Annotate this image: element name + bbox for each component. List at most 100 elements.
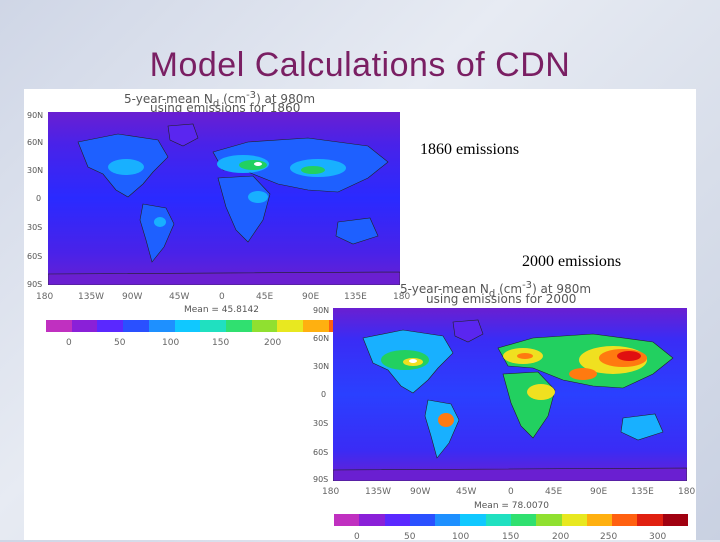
map2000-india-orange — [569, 368, 597, 380]
map2000-antarctica — [333, 467, 687, 481]
map2000-lat-4: 30S — [313, 419, 329, 428]
colorbar-swatch — [409, 514, 436, 526]
label-1860-emissions: 1860 emissions — [420, 141, 520, 158]
map2000-cb-5: 250 — [600, 532, 618, 542]
colorbar-swatch — [46, 320, 72, 332]
map1860-cb-2: 100 — [162, 338, 180, 348]
map2000-lat-2: 30N — [313, 362, 330, 371]
map2000-lon-2: 90W — [410, 487, 431, 497]
map2000-asia-red — [617, 351, 641, 361]
map1860-sa-plume — [154, 217, 166, 227]
colorbar-swatch — [612, 514, 638, 526]
label-2000-emissions: 2000 emissions — [522, 253, 622, 270]
map1860-cb-1: 50 — [114, 338, 126, 348]
map2000-cb-1: 50 — [404, 532, 416, 542]
map1860-heading-text: 5-year-mean N — [124, 92, 213, 106]
map2000-cb-2: 100 — [452, 532, 470, 542]
colorbar-swatch — [586, 514, 613, 526]
map1860-lon-6: 90E — [302, 292, 320, 302]
map2000-cb-6: 300 — [649, 532, 667, 542]
map1860-cb-3: 150 — [212, 338, 230, 348]
map1860-lat-4: 30S — [27, 223, 43, 232]
map2000-mean: Mean = 78.0070 — [474, 501, 550, 511]
map1860-australia — [335, 217, 379, 245]
map1860-lon-3: 45W — [169, 292, 190, 302]
map1860-heading-sub: d — [212, 98, 220, 110]
map1860-lat-2: 30N — [27, 166, 44, 175]
colorbar-swatch — [251, 320, 278, 332]
colorbar-swatch — [334, 514, 360, 526]
map2000-lon-6: 90E — [590, 487, 608, 497]
map1860-asia-green — [301, 166, 325, 174]
map1860-eu-peak — [254, 162, 262, 166]
map2000-lat-5: 60S — [313, 448, 329, 457]
map1860-image — [48, 112, 400, 285]
map1860-cb-0: 0 — [66, 338, 72, 348]
map2000-cb-0: 0 — [354, 532, 360, 542]
map1860-cb-4: 200 — [264, 338, 282, 348]
map2000-lat-6: 90S — [313, 475, 329, 484]
colorbar-swatch — [123, 320, 149, 332]
content-panel: 5-year-mean Nd (cm-3) at 980m using emis… — [24, 89, 696, 542]
colorbar-swatch — [485, 514, 511, 526]
map1860-lat-1: 60N — [27, 138, 44, 147]
map1860-lat-0: 90N — [27, 111, 44, 120]
map2000-lon-4: 0 — [508, 487, 514, 497]
map1860-heading2: using emissions for 1860 — [150, 101, 301, 115]
colorbar-swatch — [277, 320, 304, 332]
map1860-lat-3: 0 — [36, 194, 42, 203]
map2000-lon-1: 135W — [365, 487, 392, 497]
colorbar-swatch — [662, 514, 688, 526]
slide-title: Model Calculations of CDN — [149, 46, 571, 84]
map2000-africa-yellow — [527, 384, 555, 400]
map2000-heading-text: 5-year-mean N — [400, 282, 489, 296]
colorbar-swatch — [536, 514, 562, 526]
map1860-south-america — [139, 203, 175, 263]
map2000-sa-orange — [438, 413, 454, 427]
colorbar-swatch — [200, 320, 227, 332]
colorbar-swatch — [148, 320, 175, 332]
colorbar-swatch — [226, 320, 252, 332]
map2000-image — [333, 308, 687, 481]
map1860-lon-1: 135W — [78, 292, 105, 302]
map2000-eu-orange — [517, 353, 533, 359]
map1860-heading-tail: ) at 980m — [256, 92, 316, 106]
map2000-greenland — [452, 319, 484, 343]
colorbar-swatch — [460, 514, 486, 526]
map1860-lon-5: 45E — [256, 292, 274, 302]
map1860-lat-5: 60S — [27, 252, 43, 261]
map2000-lat-3: 0 — [321, 390, 327, 399]
map2000-lon-0: 180 — [322, 487, 340, 497]
map1860-mean: Mean = 45.8142 — [184, 305, 260, 315]
map2000-lon-7: 135E — [631, 487, 654, 497]
colorbar-swatch — [359, 514, 385, 526]
map1860-lat-6: 90S — [27, 280, 43, 289]
colorbar-swatch — [637, 514, 663, 526]
map2000-heading-sub: d — [488, 288, 496, 300]
map2000-lat-0: 90N — [313, 306, 330, 315]
map1860-antarctica — [48, 271, 400, 285]
colorbar-swatch — [71, 320, 98, 332]
map2000-lon-5: 45E — [545, 487, 563, 497]
map1860-lon-0: 180 — [36, 292, 54, 302]
map2000-australia — [620, 413, 664, 441]
colorbar-swatch — [97, 320, 124, 332]
map2000-na-peak — [409, 359, 417, 363]
map2000-lon-8: 180 — [678, 487, 696, 497]
map1860-greenland — [167, 123, 199, 147]
map1860-lon-4: 0 — [219, 292, 225, 302]
map2000-heading2: using emissions for 2000 — [426, 292, 577, 306]
map2000-cb-3: 150 — [502, 532, 520, 542]
map2000-heading-tail: ) at 980m — [532, 282, 592, 296]
map1860-na-plume — [108, 159, 144, 175]
map2000-lon-3: 45W — [456, 487, 477, 497]
colorbar-swatch — [510, 514, 537, 526]
map2000-colorbar — [334, 514, 688, 526]
map1860-lon-7: 135E — [344, 292, 367, 302]
colorbar-swatch — [435, 514, 461, 526]
colorbar-swatch — [561, 514, 587, 526]
map1860-lon-8: 180 — [393, 292, 411, 302]
map1860-eu-green — [239, 160, 267, 170]
map1860-lon-2: 90W — [122, 292, 143, 302]
map2000-heading: 5-year-mean Nd (cm-3) at 980m — [400, 280, 591, 299]
